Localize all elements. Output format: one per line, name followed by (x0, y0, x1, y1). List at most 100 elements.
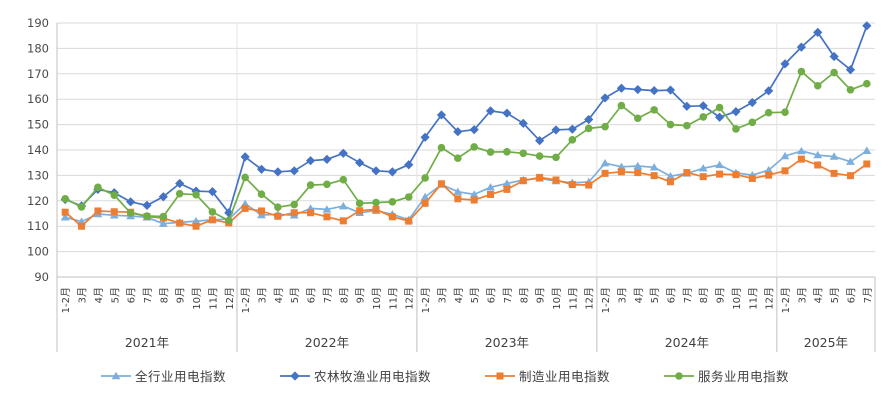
data-point-triangle (469, 190, 479, 198)
data-point-square (683, 169, 691, 177)
month-label: 3月 (616, 287, 628, 303)
month-label: 11月 (747, 287, 759, 310)
month-label: 7月 (142, 287, 154, 303)
data-point-diamond (436, 110, 447, 120)
y-axis-label: 190 (27, 16, 49, 30)
data-point-triangle (846, 157, 855, 165)
data-point-diamond (453, 127, 463, 137)
data-point-diamond (485, 106, 496, 116)
month-label: 8月 (518, 287, 530, 303)
data-point-square (405, 217, 413, 225)
month-label: 12月 (764, 287, 776, 310)
y-axis-label: 120 (27, 194, 49, 208)
month-label: 5月 (469, 287, 481, 303)
data-point-square (781, 167, 789, 175)
data-point-circle (274, 203, 282, 211)
data-point-diamond (158, 192, 168, 202)
data-point-square (61, 208, 69, 216)
data-point-square (699, 173, 707, 181)
data-point-circle (535, 152, 544, 160)
data-point-diamond (682, 101, 692, 111)
data-point-circle (143, 212, 151, 220)
month-label: 8月 (698, 287, 710, 303)
month-label: 10月 (551, 287, 563, 310)
data-point-diamond (289, 166, 299, 176)
month-label: 12月 (224, 287, 236, 310)
data-point-diamond (633, 84, 643, 95)
data-point-circle (617, 101, 626, 110)
month-label: 5月 (109, 287, 121, 303)
month-label: 8月 (158, 287, 170, 303)
data-point-square (192, 222, 200, 230)
month-label: 3月 (796, 287, 808, 303)
data-point-circle (339, 175, 348, 184)
data-point-square (617, 168, 625, 176)
series-services-index (61, 67, 871, 225)
legend-label: 服务业用电指数 (698, 369, 790, 384)
data-point-square (241, 204, 249, 212)
month-label: 7月 (682, 287, 694, 303)
data-point-diamond (567, 124, 577, 134)
month-label: 1-2月 (420, 287, 432, 313)
year-label: 2021年 (125, 335, 169, 350)
data-point-triangle (796, 146, 806, 155)
data-point-circle (241, 173, 249, 182)
series-agriculture-index (60, 21, 872, 218)
series-line-agriculture-index (64, 25, 868, 214)
data-point-triangle (502, 179, 512, 187)
data-point-diamond (518, 118, 528, 128)
data-point-square (454, 195, 462, 203)
data-point-square (585, 181, 593, 189)
legend-marker-diamond-icon (279, 370, 310, 381)
legend-item-agriculture-index: 农林牧渔业用电指数 (279, 366, 431, 385)
data-point-circle (675, 371, 683, 380)
y-axis-label: 130 (27, 168, 49, 182)
data-point-diamond (338, 148, 348, 158)
month-label: 9月 (535, 287, 547, 303)
data-point-circle (355, 199, 364, 208)
year-label: 2022年 (305, 335, 349, 350)
data-point-diamond (305, 156, 316, 166)
month-label: 9月 (355, 287, 367, 303)
data-point-circle (797, 67, 806, 76)
data-point-diamond (502, 108, 512, 118)
chart-legend: 全行业用电指数 农林牧渔业用电指数 制造业用电指数 服务业用电指数 (0, 366, 890, 385)
data-point-circle (454, 154, 462, 162)
data-point-square (470, 196, 478, 204)
y-axis-label: 160 (27, 92, 49, 106)
data-point-diamond (813, 27, 823, 37)
data-point-triangle (60, 213, 70, 221)
data-point-circle (372, 198, 380, 207)
data-point-square (716, 170, 724, 178)
month-label: 5月 (829, 287, 841, 303)
y-axis-label: 100 (27, 245, 49, 259)
data-point-circle (175, 189, 184, 198)
data-point-diamond (862, 21, 872, 31)
data-point-circle (732, 125, 740, 133)
data-point-circle (568, 136, 577, 144)
data-point-circle (61, 194, 69, 203)
legend-item-all-industry-index: 全行业用电指数 (100, 366, 226, 385)
data-point-circle (601, 122, 609, 131)
data-point-square (601, 169, 609, 177)
data-point-square (519, 177, 527, 185)
data-point-diamond (404, 160, 414, 170)
month-label: 4月 (813, 287, 825, 303)
month-label: 1-2月 (60, 287, 72, 313)
month-label: 5月 (649, 287, 661, 303)
data-point-square (552, 176, 560, 184)
data-point-triangle (257, 210, 266, 219)
data-point-diamond (355, 158, 365, 168)
data-point-triangle (111, 371, 121, 379)
data-point-diamond (747, 97, 757, 108)
month-label: 10月 (191, 287, 203, 310)
month-label: 7月 (862, 287, 874, 303)
data-point-circle (764, 108, 773, 117)
series-all-industry-index (60, 146, 872, 227)
data-point-circle (666, 120, 675, 129)
data-point-triangle (764, 165, 774, 174)
data-point-circle (437, 143, 446, 152)
data-point-diamond (649, 85, 659, 96)
data-point-square (765, 171, 773, 179)
data-point-square (208, 216, 216, 224)
